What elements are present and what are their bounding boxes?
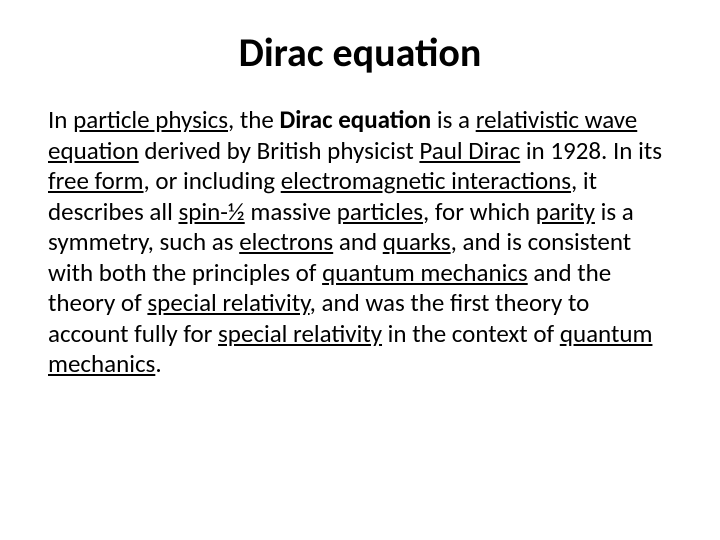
link-quantum-mechanics-1[interactable]: quantum mechanics bbox=[322, 257, 528, 288]
text-run: , or including bbox=[144, 165, 281, 196]
link-paul-dirac[interactable]: Paul Dirac bbox=[419, 135, 520, 166]
text-run: is a bbox=[431, 104, 475, 135]
link-special-relativity-2[interactable]: special relativity bbox=[218, 318, 382, 349]
text-run: in the context of bbox=[382, 318, 560, 349]
link-free-form[interactable]: free form bbox=[48, 165, 144, 196]
link-parity[interactable]: parity bbox=[536, 196, 595, 227]
text-run: , the bbox=[228, 104, 280, 135]
link-electrons[interactable]: electrons bbox=[239, 226, 333, 257]
text-run: in 1928. In its bbox=[520, 135, 662, 166]
link-particle-physics[interactable]: particle physics bbox=[73, 104, 228, 135]
link-electromagnetic-interactions[interactable]: electromagnetic interactions bbox=[281, 165, 571, 196]
text-run: , for which bbox=[423, 196, 536, 227]
link-particles[interactable]: particles bbox=[337, 196, 423, 227]
text-run: derived by British physicist bbox=[139, 135, 420, 166]
slide-body: In particle physics, the Dirac equation … bbox=[48, 105, 672, 380]
link-spin-half[interactable]: spin-½ bbox=[178, 196, 244, 227]
link-quarks[interactable]: quarks bbox=[383, 226, 451, 257]
text-run: massive bbox=[245, 196, 337, 227]
text-run: and bbox=[333, 226, 383, 257]
bold-dirac-equation: Dirac equation bbox=[280, 104, 432, 135]
link-special-relativity-1[interactable]: special relativity bbox=[147, 287, 309, 318]
slide-title: Dirac equation bbox=[48, 28, 672, 77]
slide: Dirac equation In particle physics, the … bbox=[0, 0, 720, 540]
text-run: . bbox=[155, 348, 161, 379]
text-run: In bbox=[48, 104, 73, 135]
